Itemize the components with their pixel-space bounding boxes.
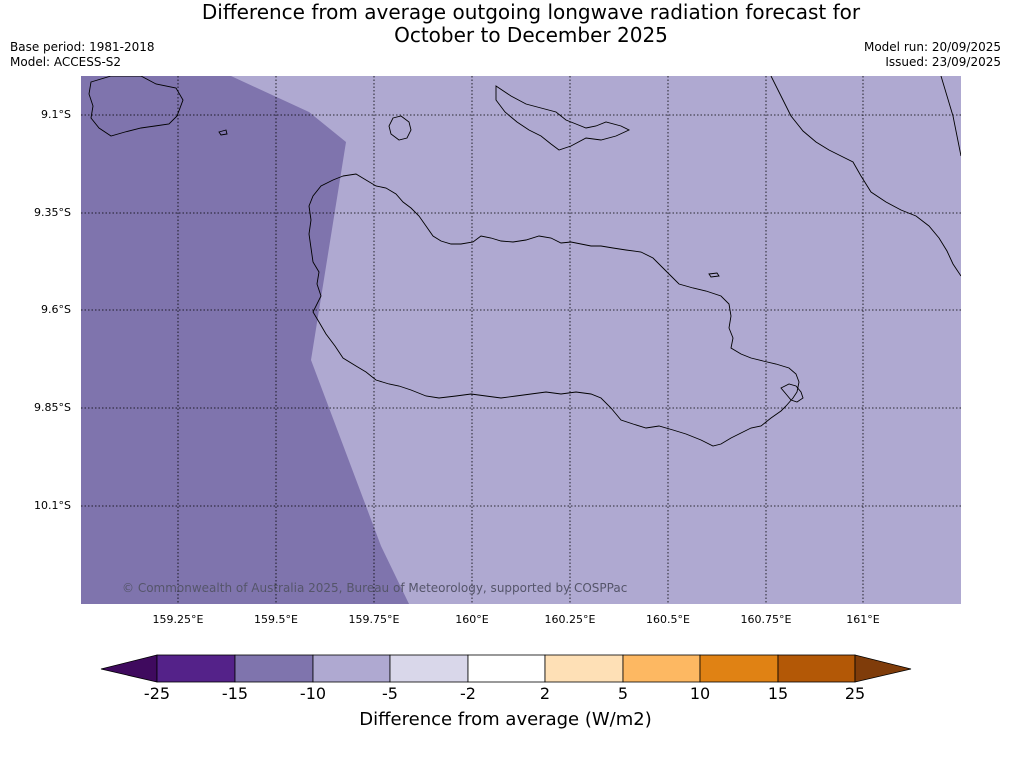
colorbar-segment bbox=[777, 654, 856, 683]
northwest-islet bbox=[218, 129, 228, 136]
lon-label: 160°E bbox=[455, 613, 489, 626]
colorbar bbox=[100, 654, 912, 683]
lon-label: 161°E bbox=[846, 613, 880, 626]
meta-left: Base period: 1981-2018 Model: ACCESS-S2 bbox=[10, 40, 155, 70]
colorbar-label: 5 bbox=[617, 684, 629, 703]
colorbar-segment bbox=[622, 654, 701, 683]
lat-label: 9.1°S bbox=[41, 108, 71, 121]
colorbar-segment bbox=[544, 654, 624, 683]
lat-label: 9.85°S bbox=[34, 401, 71, 414]
copyright-notice: © Commonwealth of Australia 2025, Bureau… bbox=[122, 581, 628, 595]
lat-label: 10.1°S bbox=[34, 499, 71, 512]
colorbar-label: -15 bbox=[221, 684, 249, 703]
colorbar-title: Difference from average (W/m2) bbox=[359, 709, 652, 730]
meta-right: Model run: 20/09/2025 Issued: 23/09/2025 bbox=[864, 40, 1001, 70]
map-anomaly-band-dark bbox=[81, 76, 409, 604]
malaita-north-coast bbox=[940, 76, 961, 157]
northwest-islands bbox=[88, 76, 184, 137]
lon-label: 160.75°E bbox=[740, 613, 792, 626]
model-name: Model: ACCESS-S2 bbox=[10, 55, 122, 69]
map-panel bbox=[81, 76, 961, 604]
colorbar-label: 15 bbox=[767, 684, 789, 703]
map-title: Difference from average outgoing longwav… bbox=[0, 1, 1011, 47]
colorbar-label: -5 bbox=[382, 684, 398, 703]
title-line-2: October to December 2025 bbox=[394, 23, 668, 47]
graticule bbox=[81, 76, 961, 604]
savo-island bbox=[388, 115, 412, 141]
colorbar-segment bbox=[854, 654, 912, 683]
colorbar-label: 25 bbox=[844, 684, 866, 703]
lat-label: 9.6°S bbox=[41, 303, 71, 316]
base-period: Base period: 1981-2018 bbox=[10, 40, 155, 54]
colorbar-label: -2 bbox=[460, 684, 476, 703]
guadalcanal-coastline bbox=[308, 173, 800, 447]
colorbar-label: 10 bbox=[689, 684, 711, 703]
colorbar-segment bbox=[312, 654, 391, 683]
colorbar-segment bbox=[389, 654, 469, 683]
colorbar-label: 2 bbox=[539, 684, 551, 703]
lon-label: 159.25°E bbox=[152, 613, 204, 626]
colorbar-label: -25 bbox=[143, 684, 171, 703]
lon-label: 159.5°E bbox=[254, 613, 298, 626]
title-line-1: Difference from average outgoing longwav… bbox=[201, 0, 861, 24]
lon-label: 160.25°E bbox=[544, 613, 596, 626]
colorbar-segment bbox=[234, 654, 314, 683]
colorbar-label: -10 bbox=[299, 684, 327, 703]
lat-label: 9.35°S bbox=[34, 206, 71, 219]
issued-date: Issued: 23/09/2025 bbox=[885, 55, 1001, 69]
lon-label: 159.75°E bbox=[348, 613, 400, 626]
model-run: Model run: 20/09/2025 bbox=[863, 40, 1001, 54]
lon-label: 160.5°E bbox=[646, 613, 690, 626]
colorbar-segment bbox=[699, 654, 779, 683]
east-cape-islets bbox=[780, 383, 804, 403]
small-islet-east bbox=[708, 272, 720, 278]
florida-islands bbox=[495, 85, 631, 151]
colorbar-segment bbox=[156, 654, 236, 683]
colorbar-segment bbox=[467, 654, 546, 683]
malaita-coastline bbox=[770, 76, 961, 277]
colorbar-segment bbox=[100, 654, 158, 683]
coastlines bbox=[88, 76, 961, 447]
